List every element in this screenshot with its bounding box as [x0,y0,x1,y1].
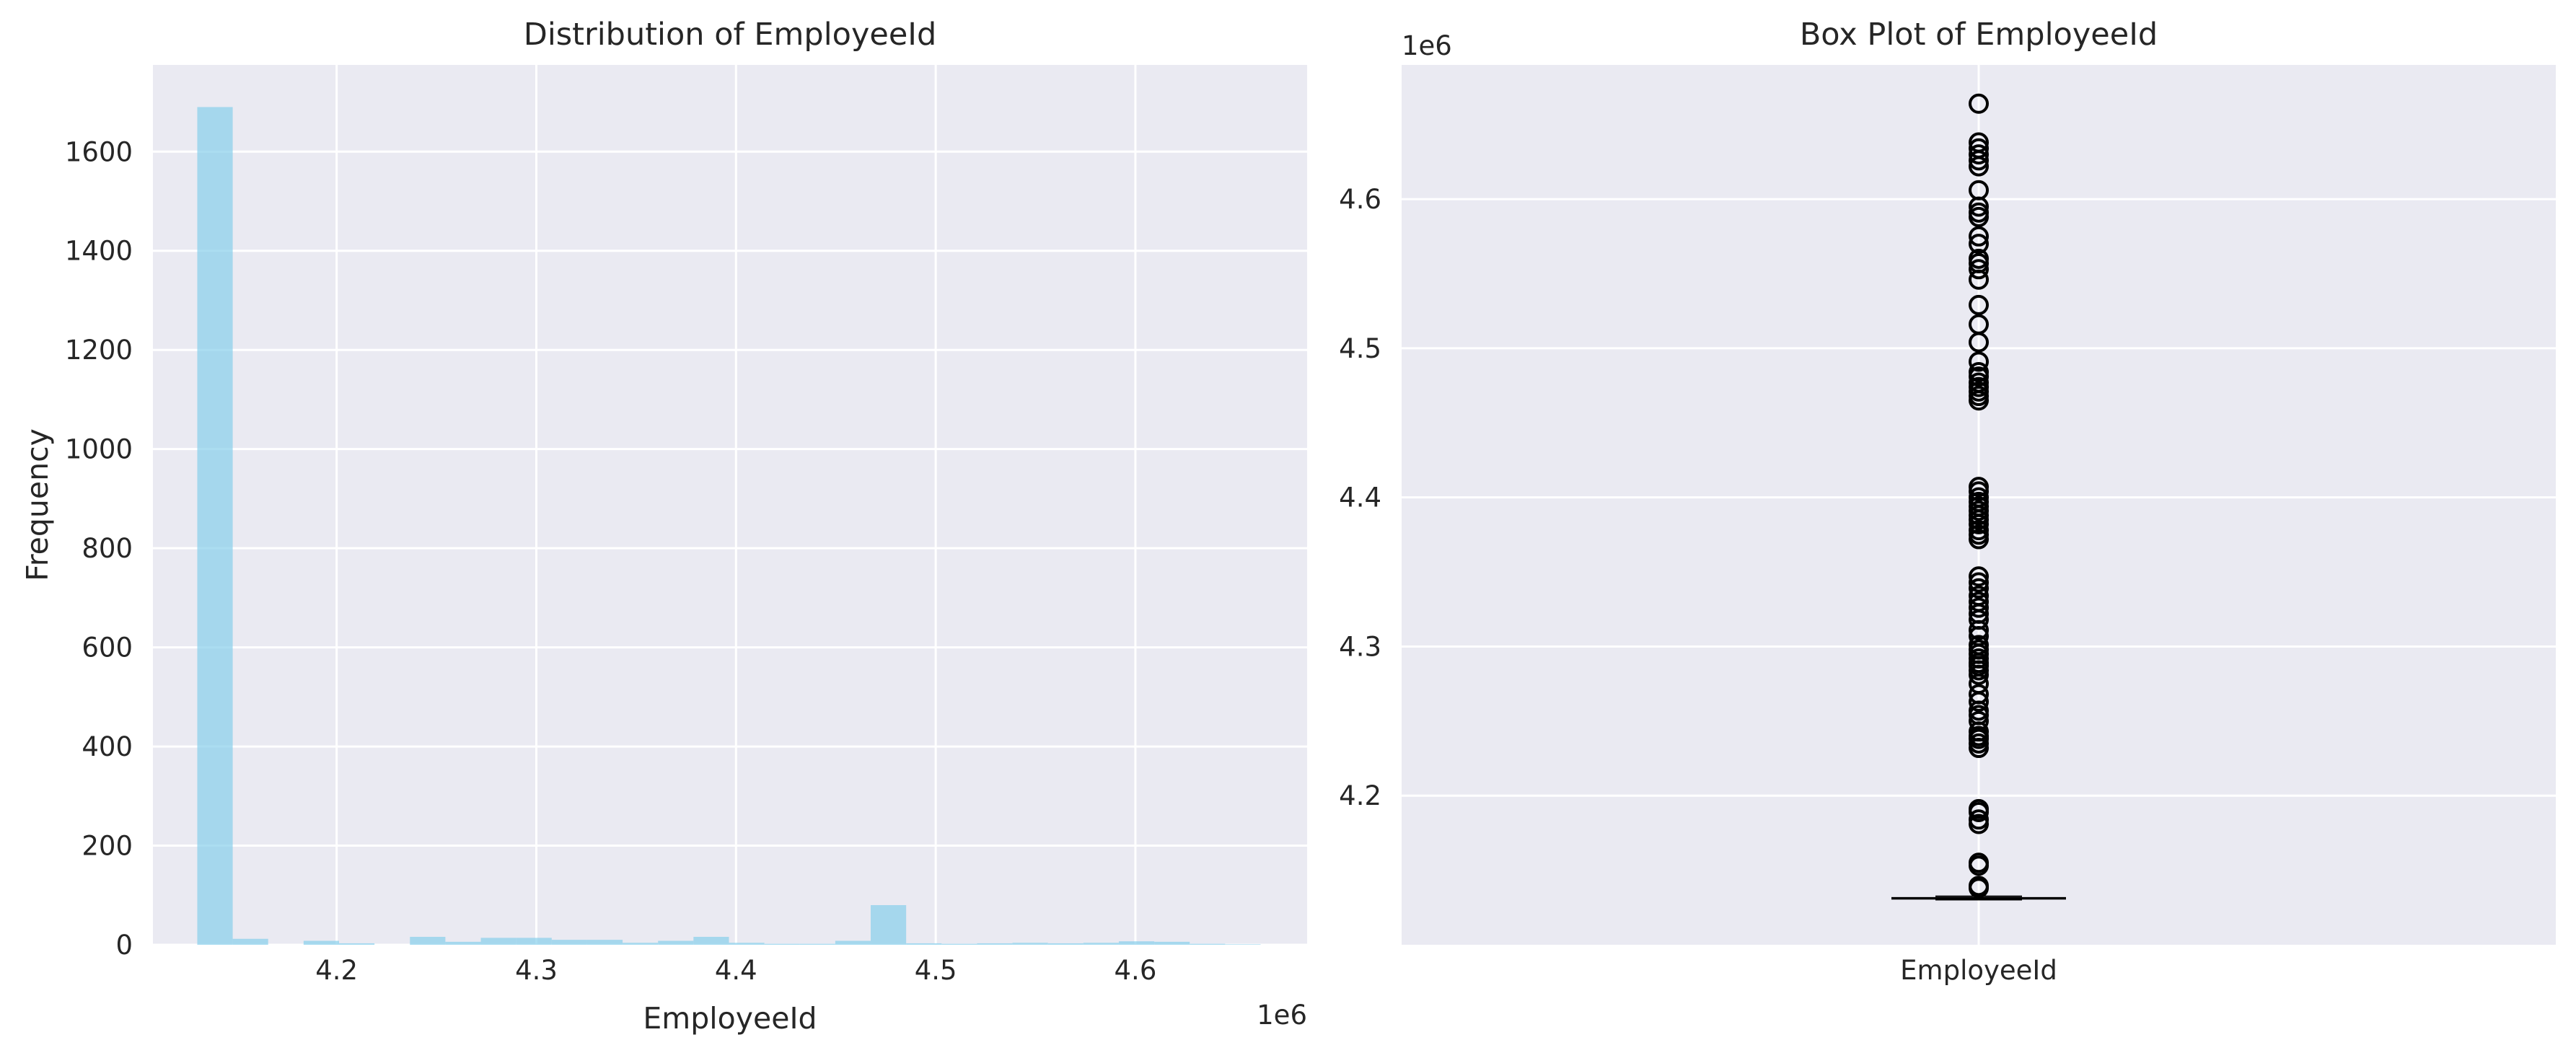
boxplot-outlier [1969,202,1989,223]
histogram-x-offset-text: 1e6 [1257,1000,1307,1031]
boxplot-outlier [1969,93,1989,114]
histogram-bar [516,938,552,945]
histogram-x-tick-label: 4.3 [515,955,558,986]
boxplot-y-offset-text: 1e6 [1402,30,1452,61]
histogram-bar [1154,941,1190,945]
histogram-bar [445,941,481,945]
boxplot-outlier [1969,361,1989,382]
histogram-bar [1225,944,1261,945]
histogram-bar [1190,943,1226,945]
boxplot-y-tick-labels: 4.2 4.3 4.4 4.5 4.6 [1339,184,1381,811]
boxplot-outlier [1969,876,1989,896]
boxplot-outlier [1969,710,1989,731]
histogram-y-tick-label: 400 [82,731,133,762]
boxplot-outlier [1969,798,1989,819]
histogram-bar [693,937,729,945]
histogram-bar [480,938,516,945]
histogram-bar [1118,941,1155,945]
boxplot-outlier [1969,234,1989,255]
boxplot-outlier [1969,138,1989,159]
boxplot-outlier [1969,487,1989,508]
histogram-bar [197,107,233,945]
boxplot-outlier [1969,132,1989,153]
histogram-bar [1012,943,1048,945]
histogram-y-tick-label: 600 [82,632,133,664]
boxplot-y-tick-label: 4.3 [1339,631,1381,662]
histogram-plot-area [153,65,1307,945]
boxplot-y-tick-label: 4.2 [1339,780,1381,811]
histogram-y-tick-label: 1200 [65,335,133,366]
boxplot-outlier [1969,591,1989,612]
boxplot-chart: 4.2 4.3 4.4 4.5 4.6 Box Plot of EmployeeId E… [1339,17,2556,986]
histogram-y-tick-label: 0 [115,930,133,961]
histogram-y-tick-label: 1600 [65,136,133,167]
histogram-y-tick-labels: 0 200 400 600 800 1000 1200 1400 1600 [65,136,133,961]
boxplot-outlier [1969,578,1989,599]
boxplot-outlier [1969,586,1989,607]
boxplot-outlier [1969,572,1989,593]
histogram-bar [906,943,942,945]
histogram-bar [871,905,907,945]
boxplot-outlier [1969,294,1989,315]
histogram-y-tick-label: 200 [82,831,133,862]
boxplot-outliers [1969,93,1989,899]
boxplot-outlier [1969,809,1989,830]
histogram-bar [338,943,375,945]
boxplot-outlier [1969,684,1989,705]
boxplot-y-tick-label: 4.6 [1339,184,1381,215]
boxplot-outlier [1969,314,1989,335]
histogram-bars [197,107,1261,945]
histogram-bar [410,937,446,945]
boxplot-x-tick-label: EmployeeId [1900,955,2057,986]
boxplot-y-tick-label: 4.4 [1339,482,1381,513]
boxplot-outlier [1969,180,1989,200]
histogram-x-tick-label: 4.2 [315,955,358,986]
histogram-x-tick-labels: 4.2 4.3 4.4 4.5 4.6 [315,955,1156,986]
histogram-y-axis-label: Frequency [20,428,55,581]
histogram-title: Distribution of EmployeeId [524,17,937,53]
boxplot-outlier [1969,259,1989,280]
boxplot-outlier [1969,852,1989,873]
histogram-bar [623,943,659,945]
boxplot-outlier [1969,597,1989,618]
histogram-bar [232,938,268,945]
histogram-bar [303,940,339,945]
histogram-x-tick-label: 4.5 [915,955,957,986]
histogram-x-axis-label: EmployeeId [643,1001,817,1036]
boxplot-outlier [1969,226,1989,247]
histogram-x-tick-label: 4.4 [715,955,757,986]
boxplot-outlier [1969,566,1989,587]
histogram-bar [729,943,765,945]
histogram-chart: 4.2 4.3 4.4 4.5 4.6 0 200 400 600 800 1000 1200 140… [20,17,1307,1036]
boxplot-outlier [1969,372,1989,393]
histogram-bar [551,940,587,945]
histogram-bar [835,940,871,945]
histogram-x-tick-label: 4.6 [1115,955,1157,986]
boxplot-outlier [1969,477,1989,498]
histogram-bar [1083,943,1119,945]
histogram-bar [941,943,977,945]
histogram-bar [764,943,800,945]
boxplot-y-tick-label: 4.5 [1339,333,1381,364]
histogram-bar [799,943,835,945]
boxplot-outlier [1969,635,1989,656]
histogram-y-tick-label: 800 [82,533,133,564]
histogram-bar [658,940,694,945]
histogram-bar [586,940,623,945]
histogram-bar [977,943,1013,945]
histogram-y-tick-label: 1400 [65,236,133,267]
boxplot-outlier [1969,248,1989,269]
boxplot-outlier [1969,144,1989,165]
boxplot-outlier [1969,520,1989,541]
boxplot-title: Box Plot of EmployeeId [1800,17,2158,53]
histogram-y-tick-label: 1000 [65,434,133,465]
histogram-bar [1047,943,1083,945]
boxplot-outlier [1969,351,1989,372]
